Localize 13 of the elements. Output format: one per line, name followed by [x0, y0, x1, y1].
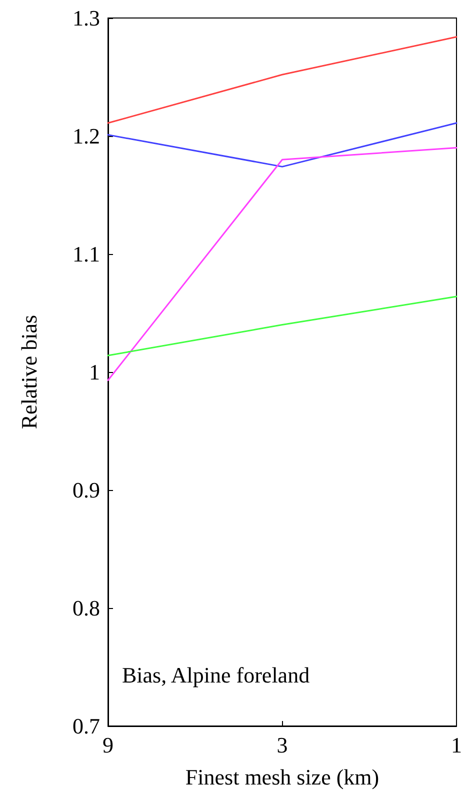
- x-tick-label: 9: [102, 732, 114, 758]
- x-tick-label: 1: [451, 732, 462, 758]
- y-tick-label: 1.2: [72, 124, 100, 148]
- y-axis-title: Relative bias: [16, 314, 42, 430]
- y-tick-label: 1: [89, 360, 100, 384]
- y-tick-label: 0.8: [72, 596, 100, 620]
- y-tick-label: 0.7: [72, 714, 100, 738]
- y-tick-label: 0.9: [72, 478, 100, 502]
- x-tick-label: 3: [276, 732, 288, 758]
- y-tick-label: 1.1: [72, 242, 100, 266]
- y-tick-label: 1.3: [72, 6, 100, 30]
- annotation: Bias, Alpine foreland: [122, 662, 310, 688]
- x-axis-title: Finest mesh size (km): [185, 764, 380, 790]
